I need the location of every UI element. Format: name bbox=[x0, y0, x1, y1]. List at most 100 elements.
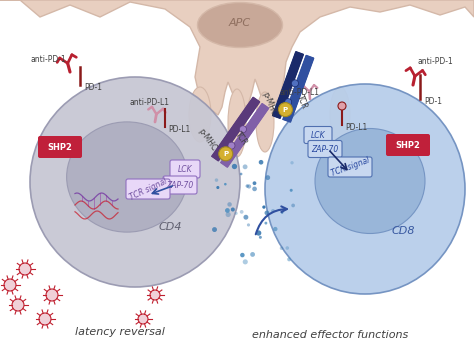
Text: CD4: CD4 bbox=[158, 222, 182, 232]
Text: anti-PD-L1: anti-PD-L1 bbox=[130, 97, 170, 106]
Text: SHP2: SHP2 bbox=[47, 142, 73, 151]
Text: P: P bbox=[283, 107, 288, 112]
Circle shape bbox=[278, 102, 292, 117]
Circle shape bbox=[12, 299, 24, 311]
Ellipse shape bbox=[228, 89, 246, 157]
Text: p-MHC: p-MHC bbox=[260, 91, 278, 117]
Circle shape bbox=[240, 210, 244, 214]
Text: ZAP-70: ZAP-70 bbox=[166, 181, 193, 190]
Ellipse shape bbox=[30, 77, 240, 287]
Circle shape bbox=[150, 290, 160, 300]
Circle shape bbox=[256, 230, 261, 236]
Circle shape bbox=[280, 246, 283, 250]
Circle shape bbox=[226, 212, 231, 217]
Circle shape bbox=[253, 181, 256, 185]
Text: P: P bbox=[223, 151, 228, 157]
Circle shape bbox=[252, 187, 257, 191]
Text: PD-L1: PD-L1 bbox=[168, 125, 190, 134]
Circle shape bbox=[240, 173, 242, 175]
Circle shape bbox=[224, 183, 227, 186]
Circle shape bbox=[215, 178, 218, 182]
Circle shape bbox=[285, 246, 289, 250]
Text: CD8: CD8 bbox=[391, 226, 415, 236]
Circle shape bbox=[281, 211, 283, 214]
Circle shape bbox=[239, 126, 246, 133]
Circle shape bbox=[273, 227, 277, 231]
Ellipse shape bbox=[67, 122, 187, 232]
Circle shape bbox=[246, 184, 249, 188]
Circle shape bbox=[264, 222, 267, 225]
Circle shape bbox=[291, 203, 295, 207]
Ellipse shape bbox=[265, 84, 465, 294]
Circle shape bbox=[259, 160, 264, 165]
Circle shape bbox=[244, 215, 248, 220]
Circle shape bbox=[287, 257, 291, 261]
Text: SHP2: SHP2 bbox=[396, 141, 420, 150]
Circle shape bbox=[212, 227, 217, 232]
Circle shape bbox=[285, 99, 292, 106]
Circle shape bbox=[291, 161, 294, 165]
Circle shape bbox=[265, 175, 270, 180]
Circle shape bbox=[271, 209, 275, 213]
Circle shape bbox=[243, 259, 248, 265]
Circle shape bbox=[19, 263, 31, 275]
Text: TCR: TCR bbox=[233, 130, 249, 148]
Text: TCR signal: TCR signal bbox=[128, 176, 168, 202]
Text: APC: APC bbox=[229, 18, 251, 28]
Circle shape bbox=[231, 207, 235, 212]
FancyBboxPatch shape bbox=[170, 160, 200, 178]
Text: TCR signal: TCR signal bbox=[329, 156, 371, 178]
Circle shape bbox=[216, 186, 219, 189]
Circle shape bbox=[39, 313, 51, 325]
Circle shape bbox=[225, 208, 230, 213]
Circle shape bbox=[290, 189, 293, 192]
Ellipse shape bbox=[198, 2, 283, 47]
FancyBboxPatch shape bbox=[304, 126, 332, 144]
Text: LCK: LCK bbox=[310, 131, 325, 140]
Circle shape bbox=[228, 202, 232, 207]
Text: enhanced effector functions: enhanced effector functions bbox=[252, 330, 408, 340]
Text: anti-PD-1: anti-PD-1 bbox=[418, 56, 454, 65]
Polygon shape bbox=[221, 104, 269, 167]
Circle shape bbox=[232, 164, 237, 169]
Polygon shape bbox=[283, 55, 314, 122]
Circle shape bbox=[138, 314, 148, 324]
Circle shape bbox=[259, 236, 262, 239]
Circle shape bbox=[262, 205, 265, 209]
Text: p-MHC: p-MHC bbox=[196, 127, 218, 153]
Circle shape bbox=[240, 253, 245, 257]
Ellipse shape bbox=[256, 92, 274, 152]
Text: PD-L1: PD-L1 bbox=[345, 122, 367, 131]
Text: ZAP-70: ZAP-70 bbox=[311, 145, 338, 154]
Polygon shape bbox=[212, 97, 260, 161]
Circle shape bbox=[292, 80, 299, 87]
Circle shape bbox=[4, 279, 16, 291]
Circle shape bbox=[235, 212, 238, 215]
Ellipse shape bbox=[315, 129, 425, 233]
Ellipse shape bbox=[330, 87, 350, 142]
Circle shape bbox=[219, 147, 233, 161]
Text: anti-PD-L1: anti-PD-L1 bbox=[280, 87, 320, 96]
Circle shape bbox=[228, 142, 235, 149]
Circle shape bbox=[338, 102, 346, 110]
Circle shape bbox=[247, 223, 250, 227]
FancyBboxPatch shape bbox=[38, 136, 82, 158]
Text: PD-1: PD-1 bbox=[424, 96, 442, 106]
Polygon shape bbox=[0, 0, 474, 115]
Text: LCK: LCK bbox=[178, 165, 192, 174]
Circle shape bbox=[243, 165, 247, 169]
Text: anti-PD-1: anti-PD-1 bbox=[30, 55, 66, 64]
Text: TCR: TCR bbox=[295, 94, 309, 111]
Ellipse shape bbox=[189, 87, 211, 142]
Circle shape bbox=[264, 211, 269, 215]
FancyBboxPatch shape bbox=[126, 179, 170, 199]
Circle shape bbox=[250, 252, 255, 257]
Text: latency reversal: latency reversal bbox=[75, 327, 165, 337]
FancyBboxPatch shape bbox=[308, 141, 342, 157]
Circle shape bbox=[46, 289, 58, 301]
Text: PD-1: PD-1 bbox=[84, 82, 102, 91]
FancyBboxPatch shape bbox=[163, 176, 197, 194]
Polygon shape bbox=[273, 52, 303, 118]
FancyBboxPatch shape bbox=[386, 134, 430, 156]
Circle shape bbox=[247, 184, 251, 188]
